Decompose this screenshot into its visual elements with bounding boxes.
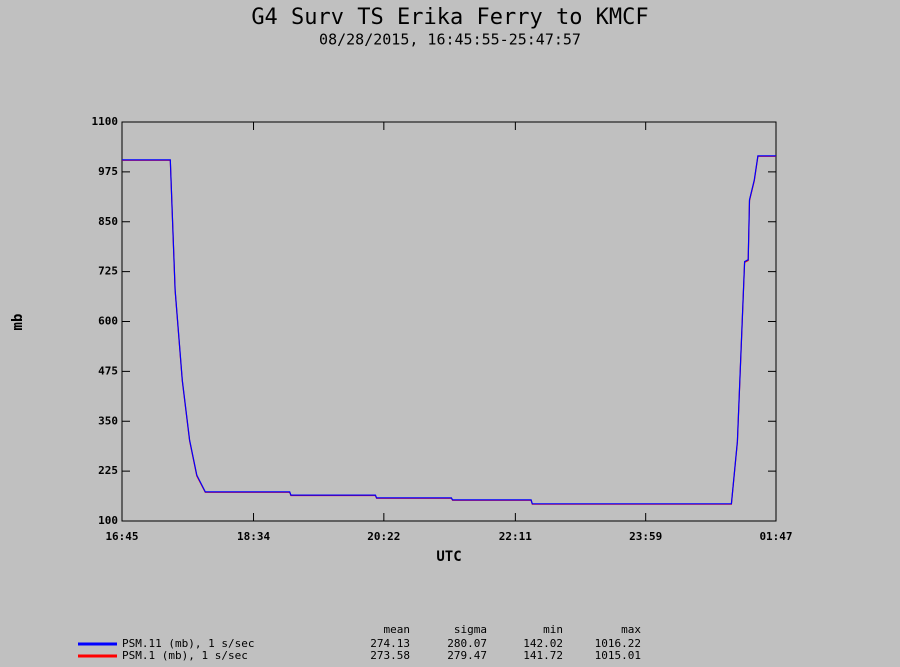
y-tick-label: 475 bbox=[98, 364, 118, 377]
y-tick-label: 100 bbox=[98, 514, 118, 527]
x-axis-label: UTC bbox=[436, 549, 461, 565]
series-line bbox=[122, 155, 776, 505]
stats-value: 280.07 bbox=[447, 637, 487, 650]
stats-header: sigma bbox=[454, 623, 487, 636]
stats-value: 273.58 bbox=[370, 649, 410, 662]
x-tick-label: 01:47 bbox=[759, 530, 792, 543]
chart-title: G4 Surv TS Erika Ferry to KMCF bbox=[251, 5, 648, 30]
x-tick-label: 23:59 bbox=[629, 530, 662, 543]
x-tick-label: 16:45 bbox=[105, 530, 138, 543]
stats-value: 1016.22 bbox=[595, 637, 641, 650]
y-tick-label: 600 bbox=[98, 315, 118, 328]
legend-label: PSM.1 (mb), 1 s/sec bbox=[122, 649, 248, 662]
y-tick-label: 975 bbox=[98, 165, 118, 178]
stats-header: max bbox=[621, 623, 641, 636]
y-tick-label: 350 bbox=[98, 414, 118, 427]
chart-subtitle: 08/28/2015, 16:45:55-25:47:57 bbox=[319, 31, 581, 49]
x-tick-label: 20:22 bbox=[367, 530, 400, 543]
x-tick-label: 22:11 bbox=[499, 530, 532, 543]
y-tick-label: 225 bbox=[98, 464, 118, 477]
stats-header: mean bbox=[384, 623, 411, 636]
series-line bbox=[122, 155, 776, 505]
plot-frame bbox=[121, 121, 777, 522]
stats-value: 1015.01 bbox=[595, 649, 641, 662]
stats-value: 141.72 bbox=[523, 649, 563, 662]
stats-value: 279.47 bbox=[447, 649, 487, 662]
stats-header: min bbox=[543, 623, 563, 636]
stats-value: 142.02 bbox=[523, 637, 563, 650]
x-tick-label: 18:34 bbox=[237, 530, 270, 543]
y-tick-label: 1100 bbox=[92, 115, 119, 128]
stats-value: 274.13 bbox=[370, 637, 410, 650]
y-tick-label: 850 bbox=[98, 215, 118, 228]
y-axis-label: mb bbox=[10, 314, 26, 331]
y-tick-label: 725 bbox=[98, 265, 118, 278]
legend-label: PSM.11 (mb), 1 s/sec bbox=[122, 637, 254, 650]
